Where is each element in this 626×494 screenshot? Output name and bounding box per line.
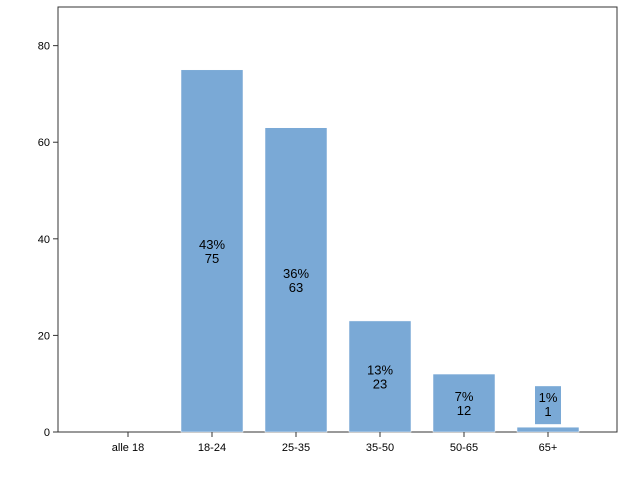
x-tick-label: 35-50 — [366, 442, 394, 454]
data-label-count: 23 — [373, 376, 387, 391]
data-label-percent: 1% — [539, 390, 558, 405]
bar-50-65 — [432, 373, 496, 433]
plot-frame — [57, 6, 618, 433]
bar-25-35 — [264, 127, 328, 433]
y-axis: 0 20 40 60 80 — [38, 41, 58, 439]
x-tick-label: 25-35 — [282, 442, 310, 454]
data-label-percent: 36% — [283, 266, 309, 281]
x-tick-label: 65+ — [539, 442, 558, 454]
bars-group: 43%75 36%63 13%23 7%12 1%1 — [180, 69, 580, 433]
data-label-box — [535, 386, 561, 425]
y-tick-label: 60 — [38, 137, 50, 149]
data-label-percent: 13% — [367, 362, 393, 377]
data-label-count: 12 — [457, 403, 471, 418]
data-label-percent: 43% — [199, 237, 225, 252]
data-label-count: 63 — [289, 280, 303, 295]
x-axis: alle 18 18-24 25-35 35-50 50-65 65+ — [112, 432, 558, 454]
bar-18-24 — [180, 69, 244, 433]
data-label-count: 75 — [205, 251, 219, 266]
y-tick-label: 0 — [44, 427, 50, 439]
x-tick-label: alle 18 — [112, 442, 144, 454]
x-tick-label: 18-24 — [198, 442, 226, 454]
y-tick-label: 80 — [38, 41, 50, 53]
y-tick-label: 20 — [38, 330, 50, 342]
data-label-count: 1 — [544, 404, 551, 419]
data-label-percent: 7% — [455, 389, 474, 404]
x-tick-label: 50-65 — [450, 442, 478, 454]
bar-65+ — [516, 426, 580, 433]
y-tick-label: 40 — [38, 234, 50, 246]
